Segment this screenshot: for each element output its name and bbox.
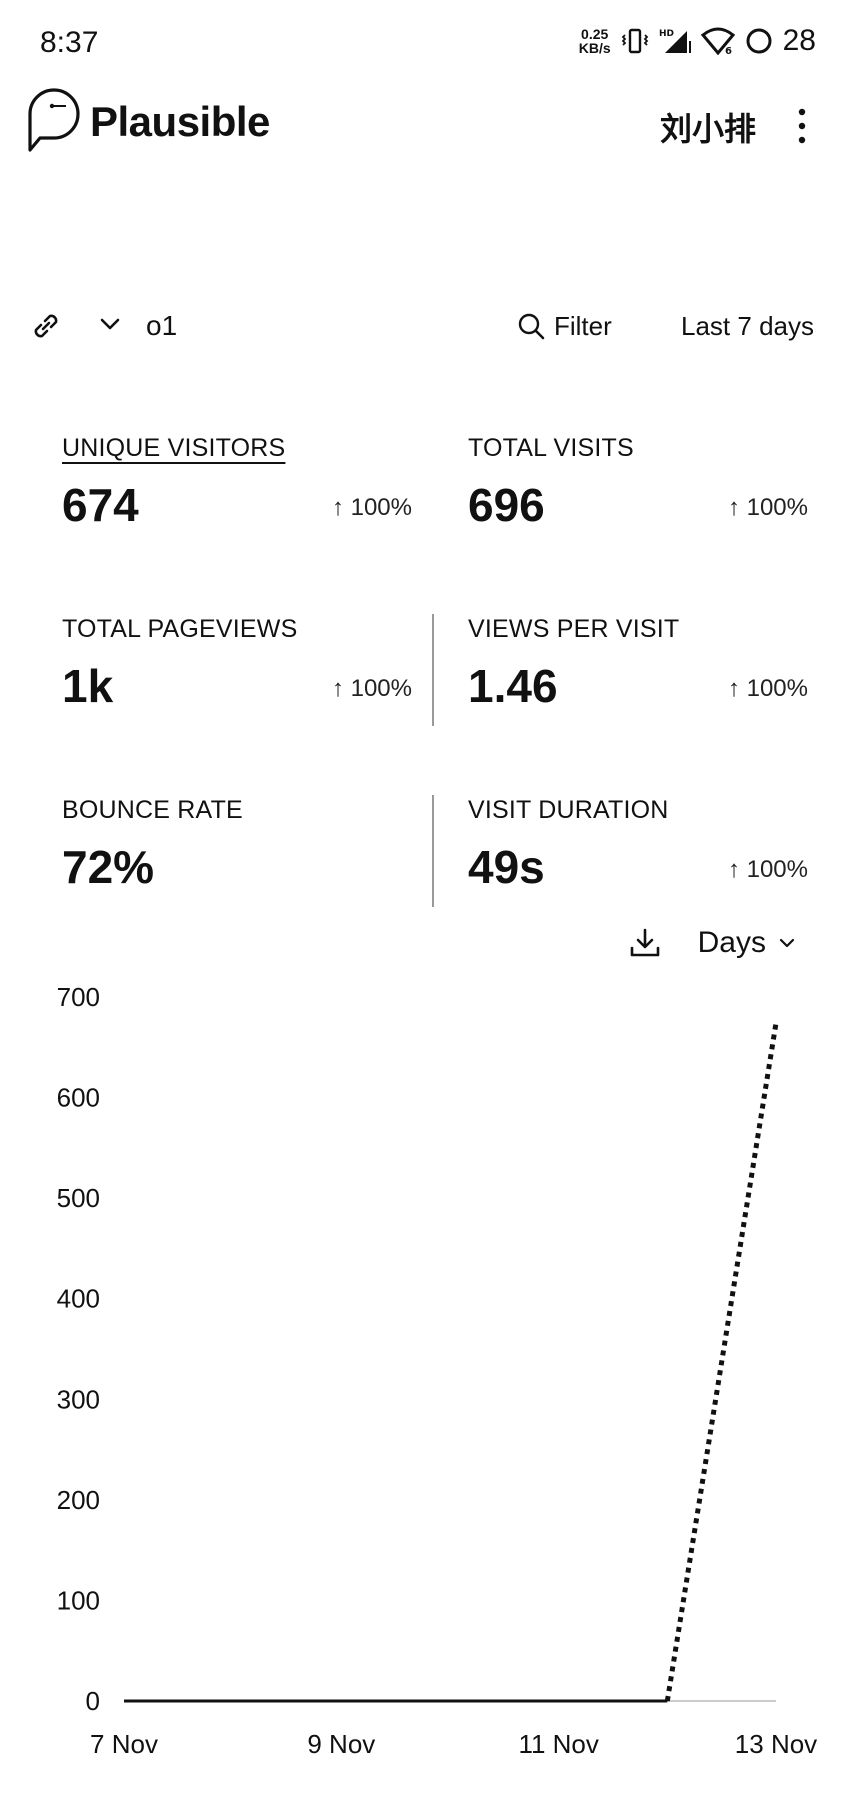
battery-level: 28 [782,24,816,57]
period-label: Last 7 days [681,310,814,341]
y-tick-label: 0 [86,1686,100,1716]
y-tick-label: 600 [57,1083,100,1113]
metric-total-pageviews[interactable]: TOTAL PAGEVIEWS 1k ↑ 100% [62,615,412,712]
chevron-down-icon [779,938,795,948]
period-selector[interactable]: Last 7 days [681,306,814,346]
metric-label: UNIQUE VISITORS [62,434,286,462]
download-icon[interactable] [628,926,662,960]
status-bar: 8:37 0.25 KB/s HD 6 28 [0,0,856,86]
metric-label: VISIT DURATION [468,796,669,824]
status-icons: 0.25 KB/s HD 6 28 [579,24,816,58]
y-tick-label: 200 [57,1485,100,1515]
metric-label: TOTAL VISITS [468,434,634,462]
y-tick-label: 500 [57,1183,100,1213]
chevron-down-icon[interactable] [98,312,122,336]
metric-change: ↑ 100% [331,675,412,702]
interval-label: Days [697,926,766,959]
filter-label: Filter [554,310,612,341]
metric-divider [432,795,434,907]
metric-change: ↑ 100% [331,494,412,521]
metric-unique-visitors[interactable]: UNIQUE VISITORS 674 ↑ 100% [62,434,412,531]
metric-value: 72% [62,841,155,893]
metric-label: VIEWS PER VISIT [468,615,680,643]
x-tick-label: 11 Nov [518,1729,598,1759]
status-time: 8:37 [40,26,99,59]
svg-text:HD: HD [659,29,674,39]
y-tick-label: 300 [57,1384,100,1414]
x-tick-label: 7 Nov [90,1729,158,1759]
speech-bubble-logo-icon [28,88,80,152]
metric-value: 674 [62,479,139,531]
net-speed: 0.25 KB/s [579,27,611,55]
metric-change: ↑ 100% [727,856,808,883]
x-tick-label: 13 Nov [735,1729,817,1759]
link-icon[interactable] [28,308,64,344]
series-line-dotted [664,1022,779,1702]
metric-change: ↑ 100% [727,494,808,521]
metric-value: 1k [62,660,114,712]
metric-label: TOTAL PAGEVIEWS [62,615,298,643]
metric-views-per-visit[interactable]: VIEWS PER VISIT 1.46 ↑ 100% [468,615,808,712]
metric-value: 1.46 [468,660,558,712]
svg-text:6: 6 [725,46,732,55]
y-tick-label: 400 [57,1284,100,1314]
interval-selector[interactable]: Days [698,926,796,960]
more-vertical-icon[interactable] [792,106,812,146]
metric-change: ↑ 100% [727,675,808,702]
signal-hd-icon: HD [659,29,691,53]
metric-total-visits[interactable]: TOTAL VISITS 696 ↑ 100% [468,434,808,531]
metric-bounce-rate[interactable]: BOUNCE RATE 72% [62,796,412,893]
dashboard-toolbar: o1 Filter Last 7 days [0,300,856,356]
chart-controls: Days [628,918,796,968]
user-name[interactable]: 刘小排 [659,110,756,148]
metric-value: 49s [468,841,545,893]
y-tick-label: 100 [57,1585,100,1615]
battery-ring-icon [746,28,772,54]
filter-button[interactable]: Filter [516,306,612,346]
net-speed-value: 0.25 [581,26,609,42]
site-selector[interactable]: o1 [146,310,178,341]
y-tick-label: 700 [57,982,100,1012]
metric-visit-duration[interactable]: VISIT DURATION 49s ↑ 100% [468,796,808,893]
search-icon [518,313,545,340]
brand-name: Plausible [90,98,270,145]
wifi-icon: 6 [700,27,735,55]
metric-divider [432,614,434,726]
visitors-chart[interactable]: 0 100 200 300 400 500 600 700 7 Nov 9 Nov 11 Nov 13… [0,975,856,1765]
metric-value: 696 [468,479,545,531]
app-header: Plausible 刘小排 [0,80,856,170]
metric-label: BOUNCE RATE [62,796,243,824]
vibrate-icon [621,28,648,54]
net-speed-unit: KB/s [578,40,611,56]
x-tick-label: 9 Nov [307,1729,375,1759]
